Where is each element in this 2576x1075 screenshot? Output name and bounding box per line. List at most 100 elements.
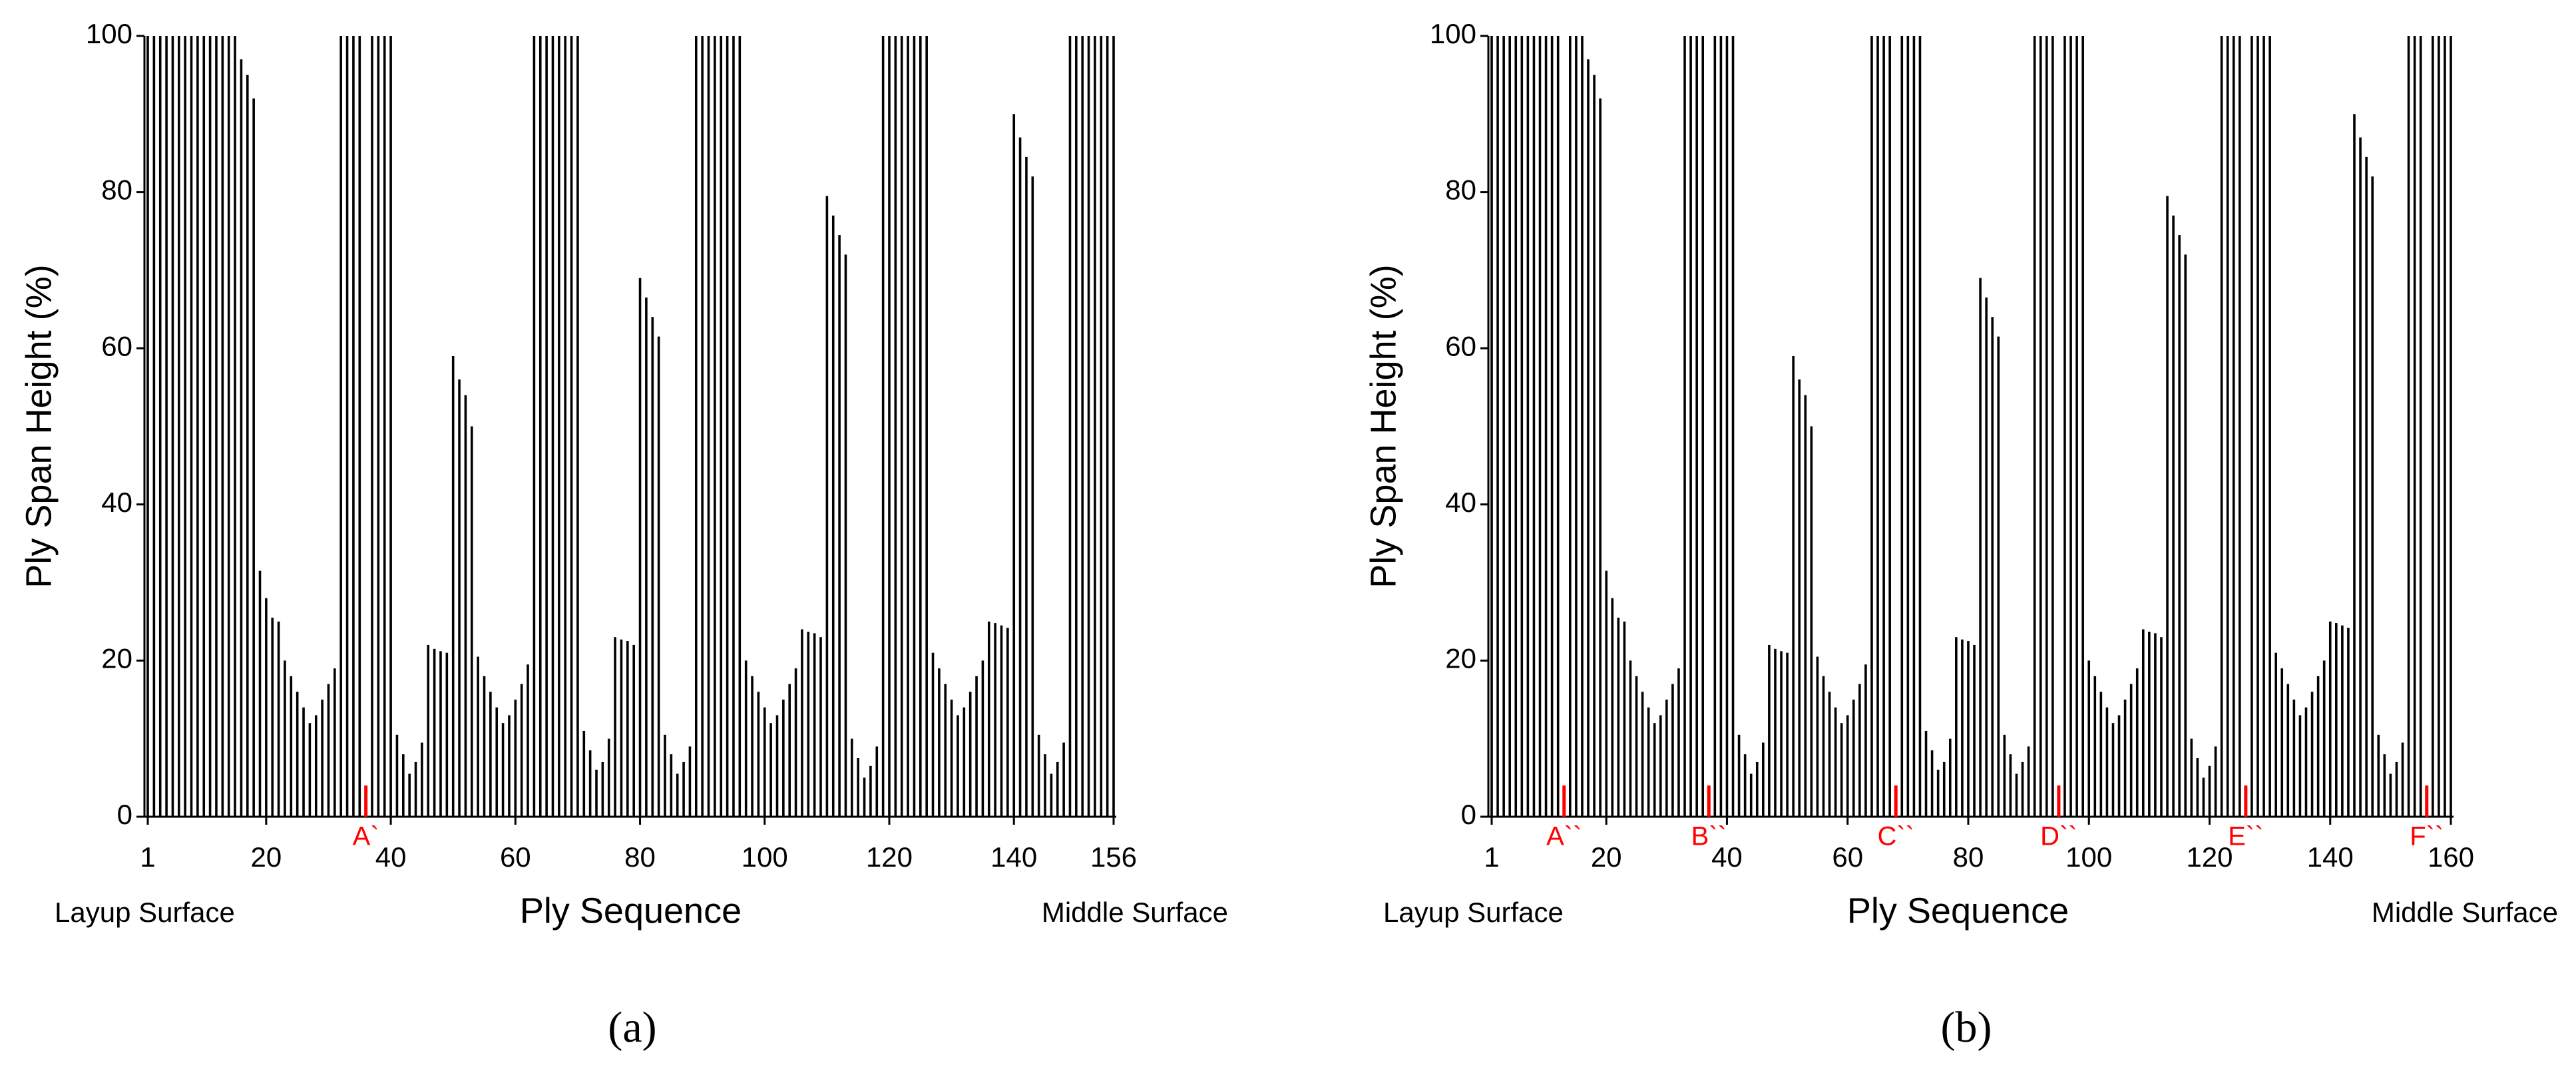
bar	[2359, 137, 2362, 817]
bar	[1075, 36, 1078, 817]
bar	[520, 684, 523, 817]
bar	[1755, 761, 1759, 817]
bar	[819, 637, 822, 817]
bar	[2419, 36, 2422, 817]
bar	[682, 761, 685, 817]
bar	[1798, 379, 1801, 817]
bar	[913, 36, 916, 817]
bar	[657, 336, 660, 817]
bar	[1900, 36, 1904, 817]
bar	[1012, 114, 1016, 817]
left-note: Layup Surface	[1383, 897, 1564, 928]
bar	[1762, 742, 1765, 817]
bar	[1816, 656, 1819, 817]
bar	[551, 36, 554, 817]
bar	[2141, 629, 2145, 817]
x-tick-label: 1	[140, 841, 155, 873]
bar	[1050, 773, 1053, 817]
bar	[1942, 761, 1946, 817]
bar	[1044, 754, 1046, 817]
bar	[1846, 715, 1849, 817]
marker	[2244, 785, 2248, 817]
bar	[2232, 36, 2235, 817]
bar	[246, 75, 249, 817]
bar	[395, 734, 399, 817]
bar	[445, 652, 449, 817]
bar	[1062, 742, 1065, 817]
x-tick-label: 120	[866, 841, 913, 873]
bar	[2172, 215, 2175, 817]
marker-label: C``	[1877, 822, 1914, 851]
bar	[1955, 637, 1958, 817]
bar	[352, 36, 355, 817]
bar	[377, 36, 380, 817]
bar	[744, 660, 748, 817]
bar	[738, 36, 742, 817]
bar	[664, 734, 666, 817]
bar	[1641, 692, 1644, 817]
bar	[240, 59, 243, 817]
bar	[2051, 36, 2054, 817]
bar	[489, 692, 492, 817]
bar	[2184, 254, 2187, 817]
bar	[651, 317, 654, 817]
marker	[364, 785, 368, 817]
y-tick-label: 100	[1430, 18, 1476, 49]
bar	[2105, 707, 2109, 817]
bar	[1037, 734, 1040, 817]
bar	[1502, 36, 1505, 817]
bar	[670, 754, 673, 817]
bar	[1000, 625, 1003, 817]
bar	[2286, 684, 2290, 817]
marker	[2057, 785, 2061, 817]
bar	[1749, 773, 1753, 817]
bar	[2021, 761, 2024, 817]
bar	[2365, 156, 2368, 817]
bar	[1876, 36, 1879, 817]
marker-label: E``	[2228, 822, 2263, 851]
bar	[2027, 746, 2030, 817]
bar	[1094, 36, 1096, 817]
bar	[2069, 36, 2072, 817]
bar	[2322, 660, 2326, 817]
bar	[1068, 36, 1072, 817]
bar	[2039, 36, 2042, 817]
bar	[234, 36, 236, 817]
marker	[1894, 785, 1898, 817]
bar	[950, 700, 953, 817]
bar	[196, 36, 199, 817]
bar	[2304, 707, 2308, 817]
bar	[302, 707, 305, 817]
bar	[2432, 36, 2434, 817]
bar	[975, 676, 978, 817]
bar	[538, 36, 542, 817]
bar	[1106, 36, 1109, 817]
bar	[1605, 570, 1608, 817]
bar	[1768, 644, 1771, 817]
y-axis-label: Ply Span Height (%)	[19, 264, 59, 588]
bar	[1538, 36, 1542, 817]
bar	[1623, 621, 1626, 817]
bar	[931, 652, 935, 817]
bar	[626, 641, 629, 817]
bar	[483, 676, 486, 817]
bar	[1544, 36, 1548, 817]
bar	[252, 98, 255, 817]
bar	[2117, 715, 2121, 817]
bar	[451, 355, 455, 817]
bar	[184, 36, 186, 817]
bar	[1731, 36, 1735, 817]
bar	[2166, 196, 2169, 817]
bar	[1496, 36, 1499, 817]
bar	[968, 692, 972, 817]
right-note: Middle Surface	[2372, 897, 2558, 928]
bar	[1864, 664, 1867, 817]
bar	[1087, 36, 1090, 817]
x-tick-label: 20	[1591, 841, 1622, 873]
bar	[1671, 684, 1674, 817]
bar	[284, 660, 286, 817]
bar	[1514, 36, 1518, 817]
bar	[987, 621, 990, 817]
bar	[414, 761, 417, 817]
bar	[2123, 700, 2127, 817]
